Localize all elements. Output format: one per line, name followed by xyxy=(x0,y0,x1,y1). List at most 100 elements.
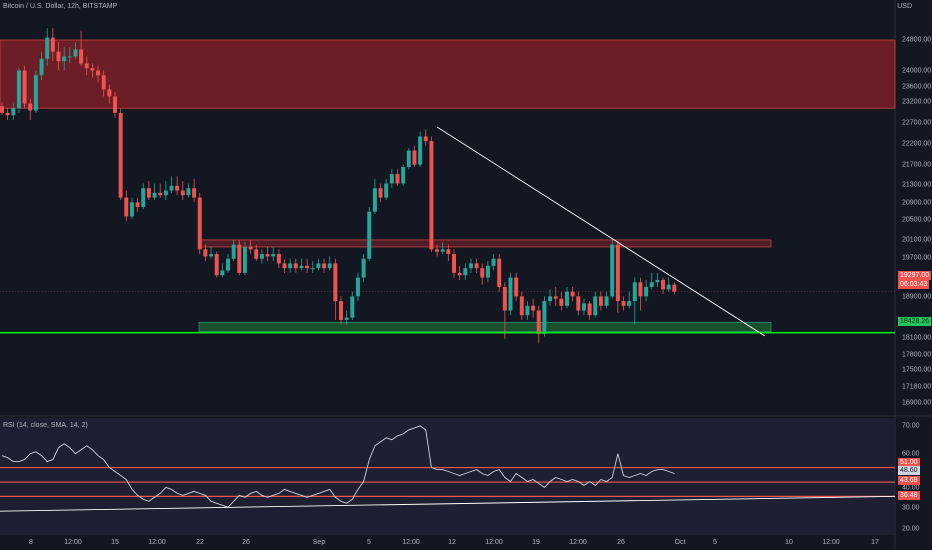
candle-body-down xyxy=(90,68,95,71)
price-axis-label: 18900.00 xyxy=(902,293,932,301)
candle-body-up xyxy=(468,263,473,269)
candle-body-down xyxy=(480,268,485,278)
price-axis-label: 21700.00 xyxy=(902,161,932,169)
candle-body-down xyxy=(446,249,451,255)
candle-body-down xyxy=(638,282,643,297)
date-axis-label: 22 xyxy=(196,539,204,546)
candle-body-down xyxy=(84,63,89,69)
price-axis-label: 20500.00 xyxy=(902,216,932,224)
candle-body-up xyxy=(367,211,372,259)
candle-body-down xyxy=(101,75,106,90)
candle-body-down xyxy=(135,202,140,207)
date-axis-label: 10 xyxy=(785,539,793,546)
price-axis-label: 22200.00 xyxy=(902,140,932,148)
rsi-level-tag: 51.00 xyxy=(898,458,920,467)
candle-body-up xyxy=(644,286,649,297)
candle-body-down xyxy=(265,254,270,257)
candle-body-down xyxy=(282,263,287,269)
currency-label: USD xyxy=(897,3,912,10)
bar-countdown-tag: 06:03:43 xyxy=(898,280,930,289)
candle-body-down xyxy=(429,141,434,250)
candle-body-up xyxy=(316,263,321,269)
price-axis-label: 24800.00 xyxy=(902,36,932,44)
candle-body-down xyxy=(615,244,620,302)
candle-body-up xyxy=(299,265,304,269)
price-axis-label: 19700.00 xyxy=(902,254,932,262)
candle-body-up xyxy=(310,268,315,270)
candle-body-up xyxy=(649,282,654,287)
candle-body-up xyxy=(542,301,547,335)
candle-body-down xyxy=(237,244,242,273)
price-axis-label: 23200.00 xyxy=(902,98,932,106)
candle-body-up xyxy=(169,185,174,191)
candle-body-down xyxy=(22,70,27,104)
candle-body-up xyxy=(11,108,16,116)
price-axis-label: 17500.00 xyxy=(902,366,932,374)
candle-body-up xyxy=(604,296,609,306)
candle-body-down xyxy=(553,296,558,299)
candle-body-down xyxy=(502,286,507,311)
candle-body-up xyxy=(141,188,146,207)
date-axis-label: 12:00 xyxy=(485,539,503,546)
candle-body-down xyxy=(248,246,253,250)
candle-body-up xyxy=(418,136,423,165)
candle-body-down xyxy=(322,263,327,269)
rsi-axis-label: 70.00 xyxy=(902,422,920,430)
rsi-level-tag: 43.69 xyxy=(898,476,920,485)
price-axis-label: 20100.00 xyxy=(902,236,932,244)
candle-body-down xyxy=(661,279,666,290)
date-axis-label: 19 xyxy=(532,539,540,546)
candle-body-up xyxy=(406,150,411,168)
candle-body-up xyxy=(610,244,615,297)
candle-body-down xyxy=(452,254,456,273)
date-axis-label: 12:00 xyxy=(402,539,420,546)
date-axis-label: 26 xyxy=(242,539,250,546)
candle-body-down xyxy=(254,249,259,259)
candle-body-up xyxy=(384,183,389,198)
descending-trendline xyxy=(436,126,765,337)
candle-body-down xyxy=(559,298,564,306)
resistance-zone xyxy=(0,39,896,109)
candle-body-down xyxy=(519,296,524,316)
rsi-panel-background xyxy=(0,418,895,535)
candle-body-up xyxy=(33,75,38,111)
candle-body-down xyxy=(531,305,536,311)
candle-body-up xyxy=(525,305,530,316)
price-axis-label: 24000.00 xyxy=(902,67,932,75)
candle-body-down xyxy=(113,96,117,113)
date-axis-label: Oct xyxy=(674,539,686,546)
date-axis-label: 12 xyxy=(448,539,456,546)
candle-body-down xyxy=(598,296,603,306)
candle-body-down xyxy=(305,265,310,269)
candle-body-up xyxy=(666,284,671,290)
candle-body-up xyxy=(463,268,468,276)
candle-body-down xyxy=(333,263,338,302)
candle-body-up xyxy=(548,296,553,302)
rsi-value-tag: 48.60 xyxy=(898,466,920,475)
candle-body-down xyxy=(457,272,462,276)
candle-body-up xyxy=(355,277,360,297)
candle-body-up xyxy=(350,296,355,318)
support-zone xyxy=(198,321,772,332)
mid-resistance-zone xyxy=(198,239,772,248)
candle-body-down xyxy=(576,296,581,311)
rsi-line xyxy=(1,425,675,508)
candle-body-up xyxy=(581,303,586,311)
candle-body-down xyxy=(423,136,428,142)
date-axis-label: 12:00 xyxy=(822,539,840,546)
candle-body-up xyxy=(288,263,293,269)
candle-body-up xyxy=(401,167,406,184)
candle-body-down xyxy=(587,303,592,316)
symbol-title: Bitcoin / U.S. Dollar, 12h, BITSTAMP xyxy=(3,3,118,10)
candle-body-up xyxy=(129,202,134,217)
candle-body-up xyxy=(344,317,349,320)
candle-body-down xyxy=(203,249,208,257)
rsi-indicator-title[interactable]: RSI (14, close, SMA, 14, 2) xyxy=(3,422,88,429)
candle-body-down xyxy=(28,103,33,111)
candle-body-up xyxy=(361,258,366,278)
candle-body-up xyxy=(152,192,157,198)
candle-body-down xyxy=(158,192,163,196)
candle-body-down xyxy=(175,185,180,191)
